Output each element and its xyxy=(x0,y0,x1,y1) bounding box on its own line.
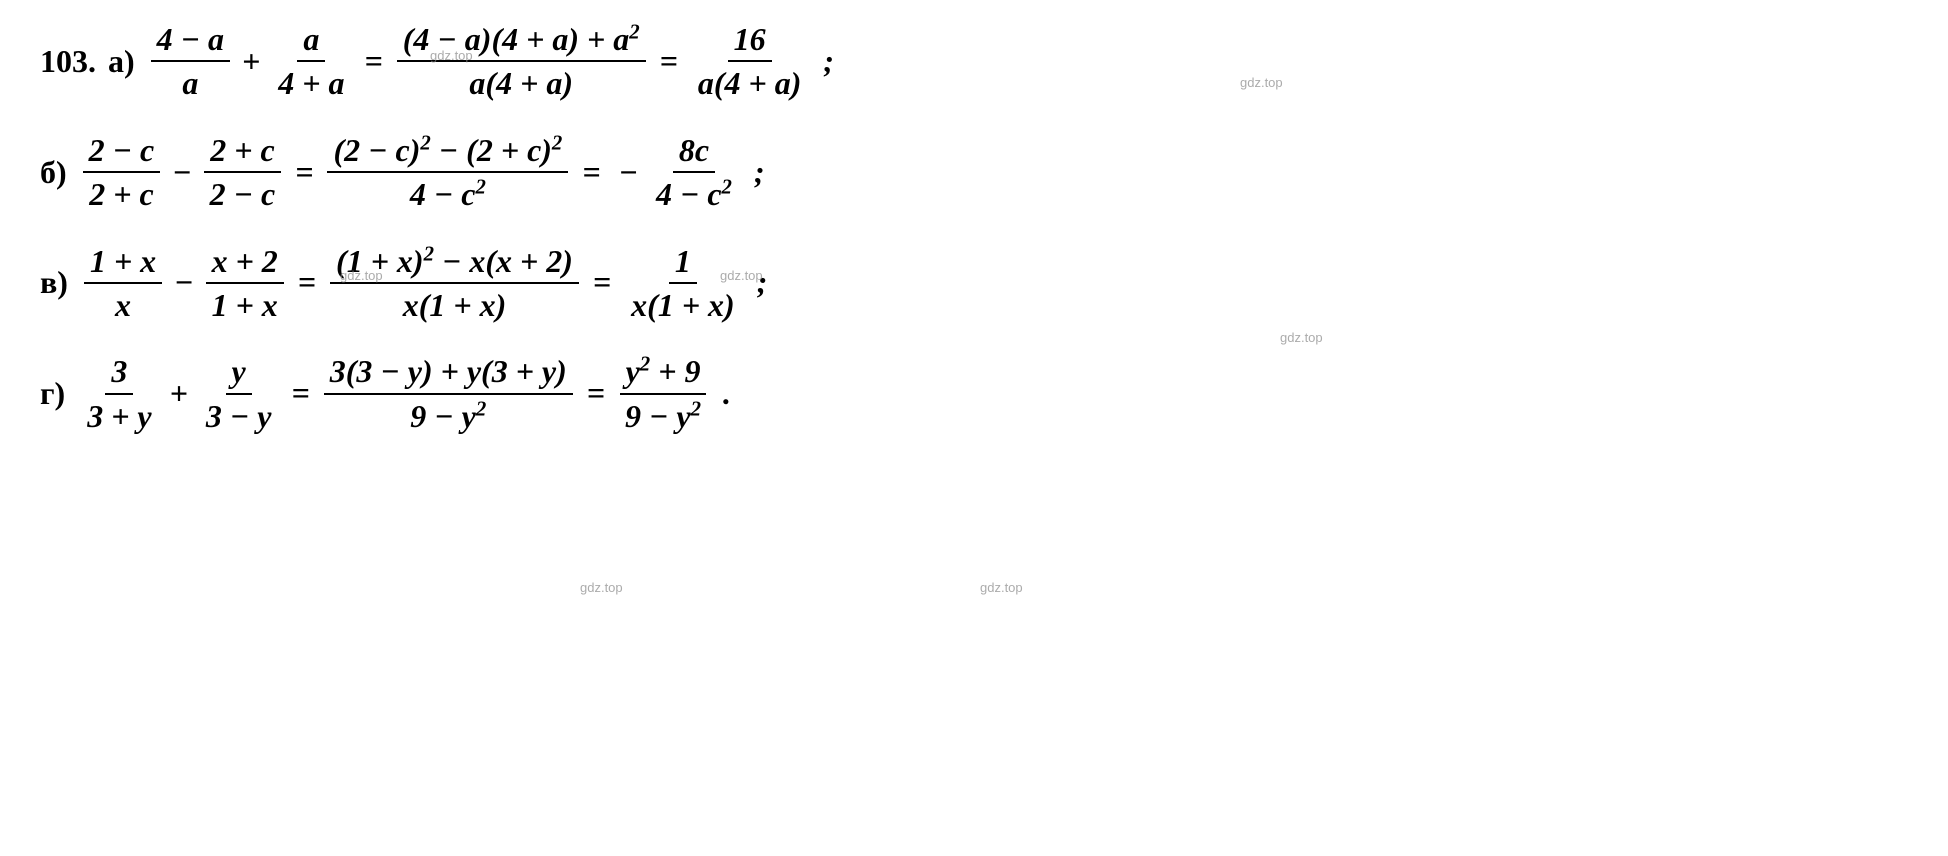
fraction-b4: 8c 4 − c2 xyxy=(650,131,738,214)
part-label-a: а) xyxy=(108,43,135,80)
operator-minus: − xyxy=(172,154,191,191)
denominator: 2 + c xyxy=(83,173,159,213)
equals-sign: = xyxy=(298,264,316,301)
operator-plus: + xyxy=(242,43,260,80)
den-text: 4 − c xyxy=(410,176,476,212)
fraction-d3: 3(3 − y) + y(3 + y) 9 − y2 xyxy=(324,352,573,435)
fraction-b2: 2 + c 2 − c xyxy=(204,131,282,214)
denominator: 3 + y xyxy=(81,395,157,435)
denominator: 3 − y xyxy=(200,395,278,435)
fraction-d2: y 3 − y xyxy=(200,352,278,435)
denominator: a(4 + a) xyxy=(463,62,579,102)
numerator: 2 − c xyxy=(83,131,161,173)
fraction-d4: y2 + 9 9 − y2 xyxy=(619,352,707,435)
watermark-text: gdz.top xyxy=(720,268,763,283)
num-text: y xyxy=(626,353,640,389)
numerator: x + 2 xyxy=(206,242,284,284)
fraction-a1: 4 − a a xyxy=(151,20,230,103)
problem-part-b: б) 2 − c 2 + c − 2 + c 2 − c = (2 − c)2 … xyxy=(40,131,1908,214)
denominator: 4 − c2 xyxy=(650,173,738,213)
num-text: + 9 xyxy=(650,353,700,389)
operator-plus: + xyxy=(170,375,188,412)
watermark-text: gdz.top xyxy=(1280,330,1323,345)
denominator: x xyxy=(109,284,137,324)
denominator: 1 + x xyxy=(206,284,284,324)
numerator: a xyxy=(297,20,325,62)
superscript: 2 xyxy=(424,242,434,265)
num-text: (2 − c) xyxy=(333,132,420,168)
math-problem-container: 103. а) 4 − a a + a 4 + a = (4 − a)(4 + … xyxy=(40,20,1908,435)
problem-number: 103. xyxy=(40,43,96,80)
superscript: 2 xyxy=(691,397,701,420)
superscript: 2 xyxy=(629,20,639,43)
part-label-c: в) xyxy=(40,264,68,301)
fraction-a4: 16 a(4 + a) xyxy=(692,20,808,103)
numerator: y xyxy=(226,352,252,394)
equals-sign: = xyxy=(587,375,605,412)
denominator: 4 + a xyxy=(272,62,350,102)
superscript: 2 xyxy=(476,397,486,420)
watermark-text: gdz.top xyxy=(980,580,1023,595)
problem-part-c: в) 1 + x x − x + 2 1 + x = (1 + x)2 − x(… xyxy=(40,242,1908,325)
superscript: 2 xyxy=(552,131,562,154)
fraction-c2: x + 2 1 + x xyxy=(206,242,284,325)
negative-sign: − xyxy=(619,154,638,191)
denominator: 9 − y2 xyxy=(404,395,492,435)
watermark-text: gdz.top xyxy=(1240,75,1283,90)
numerator: 3(3 − y) + y(3 + y) xyxy=(324,352,573,394)
fraction-a2: a 4 + a xyxy=(272,20,350,103)
fraction-b3: (2 − c)2 − (2 + c)2 4 − c2 xyxy=(327,131,568,214)
denominator: 4 − c2 xyxy=(404,173,492,213)
part-label-b: б) xyxy=(40,154,67,191)
numerator: (2 − c)2 − (2 + c)2 xyxy=(327,131,568,173)
problem-part-d: г) 3 3 + y + y 3 − y = 3(3 − y) + y(3 + … xyxy=(40,352,1908,435)
superscript: 2 xyxy=(475,176,485,199)
numerator: 16 xyxy=(728,20,772,62)
denominator: a xyxy=(176,62,204,102)
numerator: 1 + x xyxy=(84,242,162,284)
fraction-d1: 3 3 + y xyxy=(81,352,157,435)
watermark-text: gdz.top xyxy=(430,48,473,63)
superscript: 2 xyxy=(722,176,732,199)
fraction-c1: 1 + x x xyxy=(84,242,162,325)
terminal-semicolon: ; xyxy=(754,154,765,191)
denominator: a(4 + a) xyxy=(692,62,808,102)
den-text: 4 − c xyxy=(656,176,722,212)
terminal-semicolon: ; xyxy=(823,43,834,80)
num-text: − x(x + 2) xyxy=(434,243,573,279)
superscript: 2 xyxy=(420,131,430,154)
equals-sign: = xyxy=(365,43,383,80)
numerator: 3 xyxy=(105,352,133,394)
part-label-d: г) xyxy=(40,375,65,412)
watermark-text: gdz.top xyxy=(580,580,623,595)
equals-sign: = xyxy=(593,264,611,301)
den-text: 9 − y xyxy=(625,398,691,434)
denominator: 9 − y2 xyxy=(619,395,707,435)
numerator: 2 + c xyxy=(204,131,280,173)
watermark-text: gdz.top xyxy=(340,268,383,283)
num-text: − (2 + c) xyxy=(431,132,552,168)
denominator: x(1 + x) xyxy=(397,284,513,324)
numerator: 4 − a xyxy=(151,20,230,62)
terminal-period: . xyxy=(723,375,731,412)
denominator: 2 − c xyxy=(204,173,282,213)
problem-part-a: 103. а) 4 − a a + a 4 + a = (4 − a)(4 + … xyxy=(40,20,1908,103)
numerator: 1 xyxy=(669,242,697,284)
equals-sign: = xyxy=(295,154,313,191)
equals-sign: = xyxy=(582,154,600,191)
equals-sign: = xyxy=(291,375,309,412)
numerator: y2 + 9 xyxy=(620,352,707,394)
den-text: 9 − y xyxy=(410,398,476,434)
superscript: 2 xyxy=(640,353,650,376)
numerator: 8c xyxy=(673,131,715,173)
equals-sign: = xyxy=(660,43,678,80)
operator-minus: − xyxy=(174,264,193,301)
denominator: x(1 + x) xyxy=(625,284,741,324)
fraction-b1: 2 − c 2 + c xyxy=(83,131,161,214)
